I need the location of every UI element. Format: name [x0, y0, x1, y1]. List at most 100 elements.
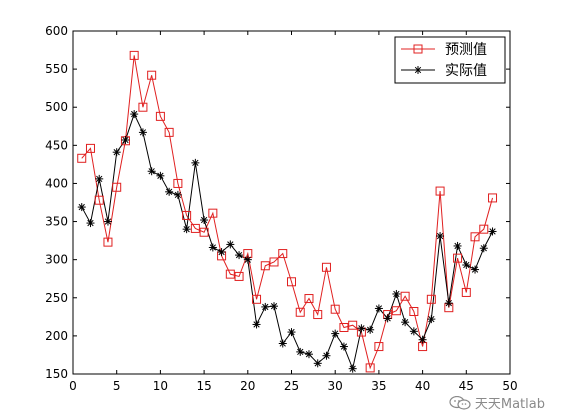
data-point-star — [313, 359, 322, 368]
data-point-star-stroke — [270, 303, 278, 310]
data-point-square — [112, 182, 122, 192]
x-tick-label: 35 — [371, 379, 386, 393]
data-point-star-stroke — [262, 303, 269, 311]
data-point-star — [217, 248, 226, 257]
y-tick-label: 150 — [45, 367, 68, 381]
x-tick-label: 30 — [328, 379, 343, 393]
data-point-square — [409, 306, 419, 316]
x-tick-label: 10 — [153, 379, 168, 393]
legend-box — [394, 36, 506, 84]
data-point-star-stroke — [489, 228, 496, 235]
data-point-star-stroke — [332, 330, 339, 337]
data-point-star — [339, 342, 348, 351]
data-point-star-stroke — [454, 242, 461, 250]
data-point-star — [462, 261, 471, 270]
data-point-star-stroke — [410, 328, 418, 335]
data-point-star-stroke — [113, 149, 120, 156]
data-point-square — [479, 224, 489, 234]
data-point-square — [295, 307, 305, 317]
axis-ticks: 0 5 10 15 20 25 30 35 40 45 50 150 200 250 300 350 400 45… — [45, 24, 518, 393]
data-point-star-stroke — [183, 226, 190, 233]
data-point-square — [348, 320, 358, 330]
data-point-star-stroke — [139, 129, 147, 136]
data-point-square — [435, 186, 445, 196]
data-point-star-stroke — [244, 256, 251, 263]
data-point-square — [400, 291, 410, 301]
data-point-square — [391, 306, 401, 316]
x-tick-label: 50 — [502, 379, 517, 393]
x-tick-label: 15 — [196, 379, 211, 393]
data-point-star-stroke — [297, 348, 304, 356]
data-point-star-stroke — [192, 159, 199, 167]
data-point-star-stroke — [340, 343, 348, 350]
data-point-star — [392, 289, 401, 298]
data-point-star — [138, 128, 147, 137]
data-point-star — [383, 314, 392, 323]
data-point-square — [208, 208, 218, 218]
data-point-square — [94, 195, 104, 205]
data-point-square — [85, 143, 95, 153]
x-tick-label: 5 — [113, 379, 121, 393]
data-point-star — [409, 327, 418, 336]
data-point-star-stroke — [218, 248, 225, 256]
wechat-icon — [449, 395, 471, 410]
data-point-star — [147, 167, 156, 176]
data-point-star — [77, 203, 86, 212]
data-point-star-stroke — [463, 261, 470, 269]
data-point-square — [330, 304, 340, 314]
data-point-star — [453, 241, 462, 250]
data-point-square — [129, 50, 139, 60]
data-point-star-stroke — [253, 321, 260, 328]
data-point-star — [331, 329, 340, 338]
legend-label: 实际值 — [445, 63, 487, 79]
y-tick-label: 600 — [45, 24, 68, 38]
data-point-star-stroke — [375, 305, 383, 312]
data-point-star — [261, 302, 270, 311]
data-point-star — [304, 350, 313, 359]
data-point-square — [225, 269, 235, 279]
data-point-star-stroke — [148, 168, 155, 175]
data-point-star — [200, 216, 209, 225]
data-point-square — [138, 102, 148, 112]
data-point-star — [165, 187, 174, 196]
data-point-star-stroke — [209, 244, 216, 251]
data-point-square — [278, 249, 288, 259]
y-tick-label: 250 — [45, 291, 68, 305]
data-point-star-stroke — [436, 232, 444, 240]
data-point-star — [436, 232, 445, 241]
x-tick-label: 0 — [69, 379, 77, 393]
data-point-square — [304, 294, 314, 304]
data-point-star — [374, 304, 383, 313]
data-point-star-stroke — [96, 175, 103, 183]
data-point-star-stroke — [174, 191, 182, 199]
y-tick-label: 300 — [45, 253, 68, 267]
y-tick-label: 350 — [45, 215, 68, 229]
data-point-star — [103, 217, 112, 226]
legend-marker-star — [414, 66, 422, 74]
data-point-star — [278, 339, 287, 348]
data-point-square — [374, 342, 384, 352]
data-point-square — [313, 310, 323, 320]
data-point-square — [287, 277, 296, 287]
data-point-square — [252, 294, 262, 304]
data-point-star — [130, 110, 139, 119]
data-point-star-stroke — [122, 136, 129, 144]
data-point-star-stroke — [384, 315, 391, 322]
series-layer — [77, 50, 498, 373]
y-tick-label: 200 — [45, 329, 68, 343]
data-point-star-stroke — [227, 241, 234, 248]
y-tick-label: 550 — [45, 62, 68, 76]
data-point-star — [182, 225, 191, 234]
data-point-star-stroke — [419, 336, 426, 343]
data-point-square — [77, 153, 87, 163]
data-point-star-stroke — [393, 290, 400, 298]
data-point-square — [147, 70, 157, 80]
data-point-star — [226, 240, 235, 249]
data-point-star — [366, 325, 375, 334]
data-point-star-stroke — [200, 216, 208, 224]
plot-area — [72, 30, 511, 375]
data-point-square — [365, 363, 375, 373]
x-tick-label: 20 — [240, 379, 255, 393]
data-point-star — [252, 320, 261, 329]
